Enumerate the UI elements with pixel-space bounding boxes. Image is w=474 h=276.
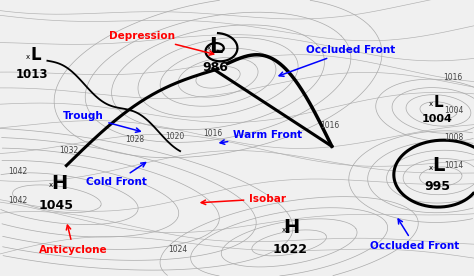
Text: Trough: Trough bbox=[63, 111, 140, 132]
Text: 1016: 1016 bbox=[320, 121, 339, 130]
Text: 1045: 1045 bbox=[38, 199, 73, 212]
Text: 1028: 1028 bbox=[126, 135, 145, 144]
Text: 1020: 1020 bbox=[165, 132, 184, 141]
Text: Anticyclone: Anticyclone bbox=[39, 225, 108, 255]
Text: 1042: 1042 bbox=[9, 196, 27, 205]
Text: 995: 995 bbox=[424, 180, 450, 193]
Text: Isobar: Isobar bbox=[201, 194, 286, 205]
Text: 1032: 1032 bbox=[59, 146, 78, 155]
Text: x: x bbox=[49, 182, 53, 189]
Text: 1042: 1042 bbox=[9, 167, 27, 176]
Text: 1014: 1014 bbox=[445, 161, 464, 170]
Text: 1004: 1004 bbox=[421, 114, 453, 124]
Text: x: x bbox=[429, 100, 433, 107]
Text: H: H bbox=[51, 174, 67, 193]
Text: 1016: 1016 bbox=[203, 129, 222, 138]
Text: x: x bbox=[26, 54, 29, 60]
Text: x: x bbox=[207, 45, 210, 51]
Text: L: L bbox=[209, 37, 222, 57]
Text: 986: 986 bbox=[203, 61, 228, 74]
Text: Warm Front: Warm Front bbox=[220, 130, 302, 144]
Text: Cold Front: Cold Front bbox=[86, 163, 146, 187]
Text: 1024: 1024 bbox=[168, 245, 187, 254]
Text: Occluded Front: Occluded Front bbox=[279, 45, 395, 76]
Text: L: L bbox=[434, 95, 443, 110]
Text: Depression: Depression bbox=[109, 31, 214, 55]
Text: Occluded Front: Occluded Front bbox=[370, 219, 459, 251]
Text: H: H bbox=[283, 218, 300, 237]
Text: 1008: 1008 bbox=[445, 134, 464, 142]
Text: x: x bbox=[429, 165, 433, 171]
Text: 1004: 1004 bbox=[445, 106, 464, 115]
Text: L: L bbox=[30, 46, 41, 64]
Text: 1013: 1013 bbox=[16, 68, 48, 81]
Text: 1022: 1022 bbox=[273, 243, 308, 256]
Text: x: x bbox=[282, 227, 285, 233]
Text: 1016: 1016 bbox=[443, 73, 462, 82]
Text: L: L bbox=[432, 156, 445, 175]
